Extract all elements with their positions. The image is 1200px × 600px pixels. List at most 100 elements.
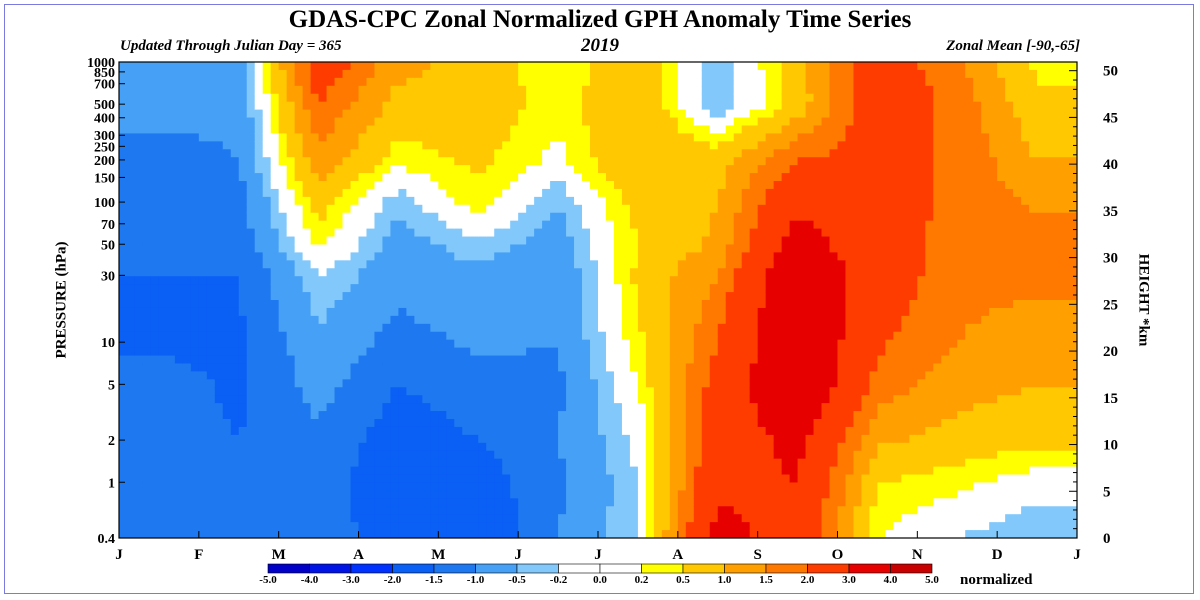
heatmap-cell (414, 387, 423, 396)
heatmap-cell (757, 276, 767, 285)
heatmap-cell (701, 450, 711, 460)
heatmap-cell (390, 284, 400, 293)
heatmap-cell (661, 133, 671, 142)
heatmap-cell (294, 395, 304, 404)
heatmap-cell (542, 69, 551, 79)
heatmap-cell (661, 77, 671, 87)
heatmap-cell (302, 379, 312, 388)
heatmap-cell (590, 442, 599, 452)
heatmap-cell (558, 260, 567, 269)
heatmap-cell (605, 395, 615, 404)
heatmap-cell (685, 117, 695, 127)
heatmap-cell (126, 466, 136, 476)
heatmap-cell (342, 355, 352, 365)
heatmap-cell (438, 474, 447, 484)
heatmap-cell (166, 371, 176, 380)
heatmap-cell (318, 458, 328, 468)
heatmap-cell (446, 442, 455, 452)
heatmap-cell (510, 109, 519, 119)
heatmap-cell (470, 125, 479, 134)
heatmap-cell (126, 93, 136, 103)
heatmap-cell (621, 133, 631, 142)
heatmap-cell (454, 85, 463, 95)
heatmap-cell (693, 426, 703, 436)
heatmap-cell (214, 331, 224, 341)
heatmap-cell (645, 69, 655, 79)
heatmap-cell (677, 347, 687, 357)
heatmap-cell (518, 371, 527, 380)
heatmap-cell (254, 133, 264, 142)
heatmap-cell (374, 62, 384, 71)
heatmap-cell (749, 403, 759, 412)
heatmap-cell (462, 244, 471, 253)
heatmap-cell (582, 307, 591, 317)
heatmap-cell (757, 426, 767, 436)
heatmap-cell (294, 403, 304, 412)
heatmap-cell (222, 109, 232, 119)
heatmap-cell (326, 426, 336, 436)
heatmap-cell (542, 236, 551, 246)
heatmap-cell (438, 77, 447, 87)
heatmap-cell (542, 260, 551, 269)
heatmap-cell (334, 62, 344, 71)
heatmap-cell (342, 204, 352, 214)
heatmap-cell (150, 149, 160, 158)
heatmap-cell (262, 323, 272, 333)
heatmap-cell (709, 490, 719, 499)
heatmap-cell (214, 244, 224, 253)
heatmap-cell (342, 212, 352, 222)
heatmap-cell (749, 181, 759, 190)
heatmap-cell (342, 371, 352, 380)
heatmap-cell (438, 387, 447, 396)
heatmap-cell (733, 260, 743, 269)
heatmap-cell (566, 426, 575, 436)
heatmap-cell (566, 77, 575, 87)
heatmap-cell (590, 490, 599, 499)
heatmap-cell (653, 141, 663, 150)
heatmap-cell (709, 276, 719, 285)
heatmap-cell (709, 220, 719, 230)
heatmap-cell (438, 212, 447, 222)
heatmap-cell (134, 339, 144, 349)
heatmap-cell (605, 101, 615, 111)
heatmap-cell (749, 498, 759, 507)
heatmap-cell (446, 419, 455, 428)
heatmap-cell (222, 62, 232, 71)
heatmap-cell (254, 450, 264, 460)
heatmap-cell (126, 165, 136, 174)
heatmap-cell (318, 482, 328, 491)
heatmap-cell (566, 498, 575, 507)
heatmap-cell (230, 236, 240, 246)
heatmap-cell (174, 228, 184, 238)
heatmap-cell (158, 387, 168, 396)
heatmap-cell (214, 434, 224, 444)
heatmap-cell (725, 379, 735, 388)
heatmap-cell (406, 292, 415, 301)
heatmap-cell (430, 482, 439, 491)
heatmap-cell (126, 450, 136, 460)
heatmap-cell (510, 133, 519, 142)
heatmap-cell (574, 442, 583, 452)
heatmap-cell (286, 260, 296, 269)
heatmap-cell (174, 236, 184, 246)
heatmap-cell (342, 292, 352, 301)
heatmap-cell (661, 69, 671, 79)
heatmap-cell (214, 530, 224, 538)
heatmap-cell (566, 458, 575, 468)
heatmap-cell (621, 450, 631, 460)
heatmap-cell (582, 196, 591, 206)
heatmap-cell (222, 181, 232, 190)
heatmap-cell (478, 204, 487, 214)
heatmap-cell (582, 284, 591, 293)
heatmap-cell (725, 466, 735, 476)
heatmap-cell (526, 522, 535, 531)
heatmap-cell (605, 307, 615, 317)
heatmap-cell (574, 395, 583, 404)
heatmap-cell (534, 530, 543, 538)
heatmap-cell (534, 228, 543, 238)
heatmap-cell (494, 315, 503, 325)
heatmap-cell (382, 85, 392, 95)
heatmap-cell (222, 490, 232, 499)
heatmap-cell (310, 522, 320, 531)
heatmap-cell (486, 181, 495, 190)
